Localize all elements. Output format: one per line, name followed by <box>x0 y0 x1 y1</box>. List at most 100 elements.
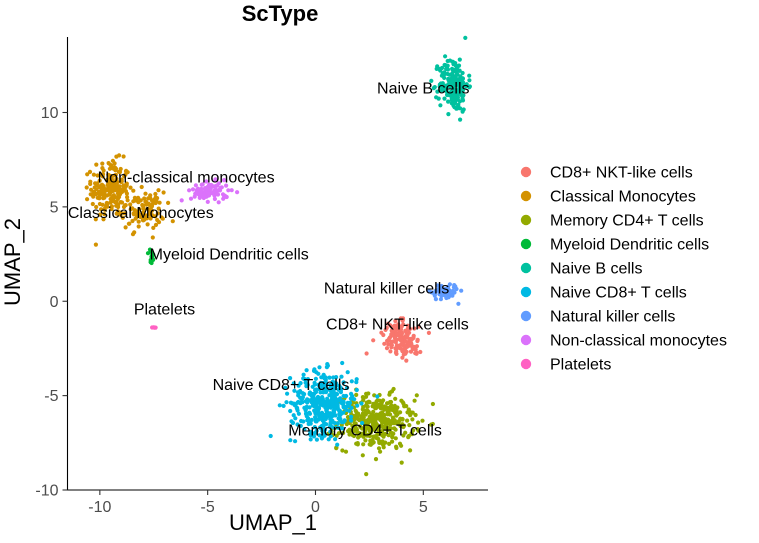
data-point <box>360 453 365 458</box>
data-point <box>446 99 451 104</box>
data-point <box>453 75 458 80</box>
data-point <box>136 219 141 224</box>
data-point <box>200 193 205 198</box>
data-point <box>106 184 111 189</box>
data-point <box>386 433 391 438</box>
cluster-label: Natural killer cells <box>324 281 449 298</box>
data-point <box>394 444 399 449</box>
data-point <box>339 420 344 425</box>
data-point <box>399 460 404 465</box>
data-point <box>375 394 380 399</box>
data-point <box>93 242 98 247</box>
data-point <box>460 88 465 93</box>
x-axis-ticks: -10 -5 0 5 <box>88 490 428 516</box>
data-point <box>125 195 130 200</box>
data-point <box>358 431 363 436</box>
data-point <box>102 212 107 217</box>
data-point <box>409 338 414 343</box>
data-point <box>308 429 313 434</box>
data-point <box>288 376 293 381</box>
data-point <box>461 107 466 112</box>
data-point <box>321 385 326 391</box>
data-point <box>137 207 142 212</box>
data-point <box>322 431 327 436</box>
data-point <box>170 219 175 224</box>
x-tick-label: 5 <box>419 499 428 516</box>
data-point <box>141 210 146 215</box>
legend-swatch <box>520 334 532 346</box>
data-point <box>374 412 379 417</box>
data-point <box>355 441 360 446</box>
data-point <box>105 177 110 182</box>
data-point <box>214 183 219 188</box>
data-point <box>328 405 333 410</box>
data-point <box>416 420 421 425</box>
data-point <box>354 387 359 393</box>
data-point <box>292 388 297 393</box>
data-point <box>369 425 374 430</box>
series-0 <box>364 316 431 363</box>
data-point <box>84 185 89 190</box>
data-point <box>352 397 357 402</box>
data-point <box>438 286 443 291</box>
data-point <box>347 408 352 413</box>
data-point <box>411 333 416 338</box>
data-point <box>199 182 204 187</box>
data-point <box>125 198 130 203</box>
data-point <box>397 441 403 446</box>
data-point <box>328 434 333 439</box>
data-point <box>414 351 419 356</box>
data-point <box>318 382 323 387</box>
data-point <box>367 442 372 447</box>
data-point <box>446 112 451 117</box>
data-point <box>392 335 398 341</box>
data-point <box>350 394 355 399</box>
data-point <box>316 407 321 412</box>
data-point <box>365 432 370 437</box>
data-point <box>190 187 196 192</box>
data-point <box>393 427 398 432</box>
data-point <box>153 222 159 227</box>
data-point <box>113 172 118 177</box>
data-point <box>388 323 393 328</box>
data-point <box>142 196 147 201</box>
data-point <box>156 206 161 211</box>
data-point <box>351 433 357 439</box>
data-point <box>295 400 300 405</box>
data-point <box>143 199 148 204</box>
data-point <box>375 398 380 403</box>
legend-swatch <box>520 166 532 178</box>
data-point <box>361 431 367 436</box>
data-point <box>342 405 347 410</box>
data-point <box>398 335 403 341</box>
series-3 <box>145 247 156 266</box>
data-point <box>213 187 218 192</box>
data-point <box>416 324 421 329</box>
series-6 <box>427 282 464 306</box>
data-point <box>373 406 378 411</box>
data-point <box>454 67 459 72</box>
data-point <box>155 211 160 216</box>
data-point <box>449 83 454 88</box>
data-point <box>399 327 404 332</box>
data-point <box>388 349 393 354</box>
data-point <box>216 181 221 186</box>
data-point <box>377 439 382 444</box>
data-point <box>281 403 286 408</box>
cluster-label: CD8+ NKT-like cells <box>326 317 469 334</box>
data-point <box>402 423 407 428</box>
data-point <box>219 185 224 190</box>
data-point <box>304 368 309 373</box>
data-point <box>323 377 328 382</box>
data-point <box>119 177 124 182</box>
data-point <box>98 212 103 217</box>
data-point <box>460 70 465 76</box>
data-point <box>405 323 410 328</box>
data-point <box>412 326 417 331</box>
y-tick-label: -5 <box>44 388 58 405</box>
data-point <box>293 416 298 421</box>
data-point <box>442 96 447 101</box>
data-point <box>390 339 395 344</box>
data-point <box>150 256 155 261</box>
data-point <box>445 63 450 68</box>
